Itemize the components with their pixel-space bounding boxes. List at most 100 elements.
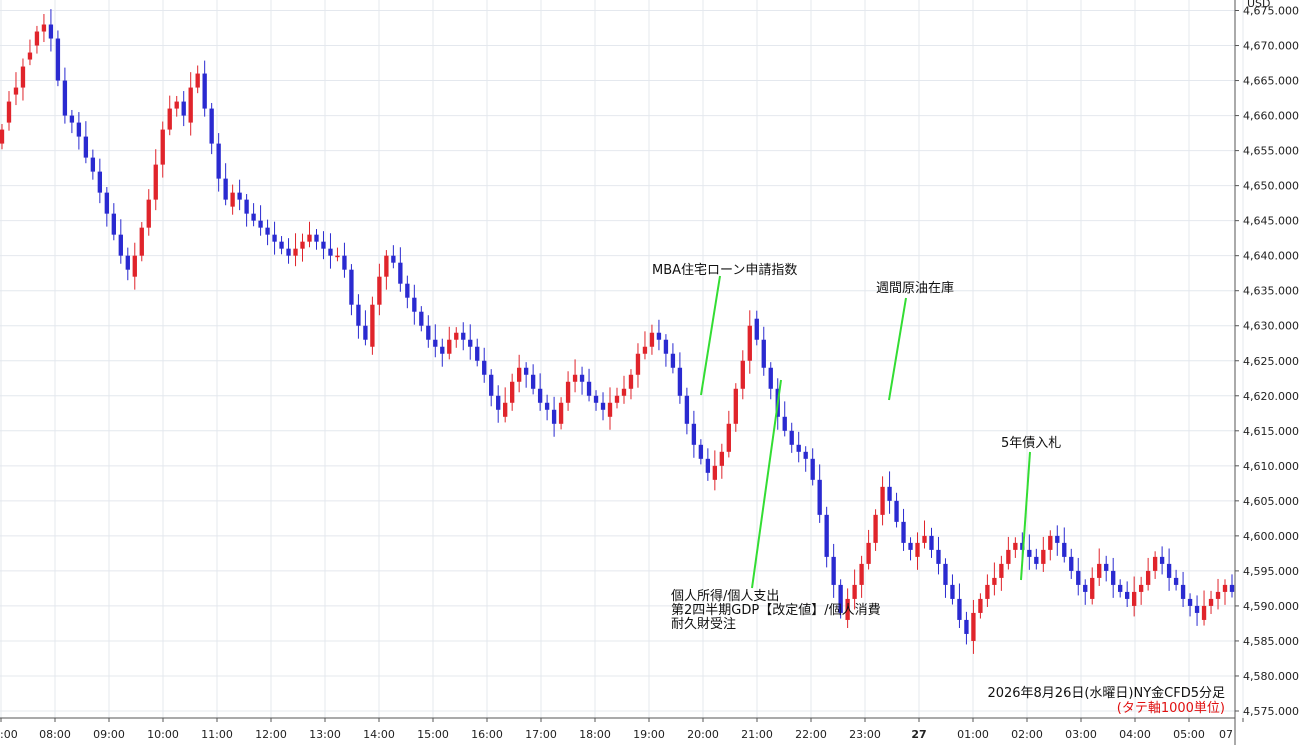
y-tick-label: 4,605.000 <box>1243 495 1299 508</box>
annotation-label: 週間原油在庫 <box>876 281 954 296</box>
candle-body <box>321 241 326 249</box>
candle-body <box>398 262 403 284</box>
candle <box>915 532 920 570</box>
candle <box>293 233 298 267</box>
candle <box>69 109 75 134</box>
candle-body <box>929 535 934 550</box>
candle-body <box>733 388 738 424</box>
x-tick-label: 16:00 <box>471 728 503 741</box>
candle-body <box>0 129 5 144</box>
candle-body <box>887 486 892 501</box>
candle <box>1069 548 1074 579</box>
y-tick-label: 4,575.000 <box>1243 705 1299 718</box>
candle <box>929 527 934 558</box>
candle-body <box>530 374 536 389</box>
candle <box>537 373 543 411</box>
candle-body <box>1083 584 1088 592</box>
candle-body <box>985 584 990 599</box>
candle-body <box>1041 549 1046 564</box>
candle-body <box>971 612 976 641</box>
x-tick-label: 20:00 <box>687 728 719 741</box>
candle <box>27 39 33 66</box>
candle <box>635 343 641 388</box>
candle <box>873 509 878 551</box>
candle-body <box>1208 598 1214 606</box>
candle-body <box>496 395 501 410</box>
candle-body <box>1173 577 1179 585</box>
y-tick-label: 4,665.000 <box>1243 75 1299 88</box>
candle-body <box>936 549 941 564</box>
candle <box>286 238 291 264</box>
candle-body <box>810 458 815 480</box>
candle-body <box>831 556 836 585</box>
candle-body <box>503 402 508 417</box>
candle <box>356 294 361 339</box>
candle <box>1090 567 1095 605</box>
candle-body <box>349 269 354 305</box>
annotation-label: 個人所得/個人支出 <box>671 588 779 604</box>
x-tick-label: 02:00 <box>1011 728 1043 741</box>
candle <box>810 448 815 486</box>
x-tick-label: 14:00 <box>363 728 395 741</box>
candle-body <box>796 444 801 452</box>
candle-body <box>803 451 808 459</box>
candle <box>726 410 731 458</box>
candle <box>747 310 752 374</box>
candle <box>782 401 787 437</box>
candle-body <box>670 353 676 368</box>
candle <box>223 163 228 206</box>
candle-body <box>824 514 829 557</box>
candle-body <box>1090 577 1095 599</box>
candle <box>677 352 683 404</box>
candle-body <box>146 199 151 228</box>
candle-body <box>202 73 207 109</box>
candle <box>279 236 284 255</box>
candle-body <box>614 395 620 403</box>
candle-body <box>377 276 382 305</box>
candle-body <box>489 374 494 396</box>
candle <box>880 476 885 526</box>
candle <box>838 579 843 619</box>
candle <box>181 91 186 127</box>
candle-body <box>384 255 389 277</box>
candle-body <box>1027 549 1032 557</box>
candle <box>1027 534 1032 570</box>
candle <box>510 373 515 411</box>
candle <box>426 315 431 348</box>
candle <box>13 72 19 106</box>
event-annotation: 5年債入札 <box>1001 436 1061 581</box>
candle-body <box>642 346 648 354</box>
x-axis-ticks: :00 08:00 09:00 10:00 11:00 12:00 13:00 14:00 15… <box>0 718 1244 741</box>
candle <box>321 231 326 260</box>
chart-subcaption: (タテ軸1000単位) <box>1117 700 1225 716</box>
y-tick-label: 4,590.000 <box>1243 600 1299 613</box>
candle-body <box>41 24 47 32</box>
chart-grid <box>0 0 1244 718</box>
candle-body <box>293 248 298 256</box>
candle <box>209 102 214 155</box>
candle-body <box>356 304 361 326</box>
candle <box>433 324 438 358</box>
y-tick-label: 4,655.000 <box>1243 145 1299 158</box>
candle-body <box>13 87 19 95</box>
candle <box>824 506 829 568</box>
candle-body <box>1138 584 1144 592</box>
candle <box>579 366 585 395</box>
candle-body <box>558 402 564 424</box>
candle-body <box>237 192 242 200</box>
candle <box>1138 576 1144 605</box>
candle-body <box>335 255 340 258</box>
candle <box>684 387 690 435</box>
y-tick-label: 4,615.000 <box>1243 425 1299 438</box>
candle-body <box>915 542 920 557</box>
candle <box>957 583 962 628</box>
candle <box>104 187 109 227</box>
candle <box>412 284 417 325</box>
candle <box>48 9 54 52</box>
candle-body <box>943 563 948 585</box>
candle <box>272 221 277 255</box>
candle <box>845 588 850 628</box>
candle-body <box>363 325 368 340</box>
candle <box>405 275 410 309</box>
candle-body <box>251 213 256 221</box>
